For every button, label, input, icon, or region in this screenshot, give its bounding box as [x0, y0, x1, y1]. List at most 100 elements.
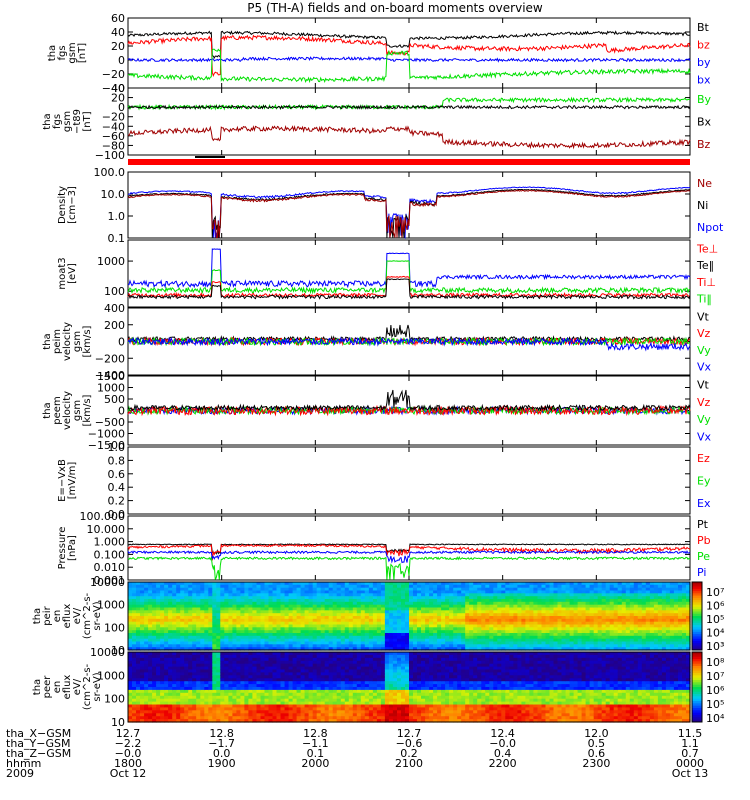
spec-cell — [569, 647, 575, 651]
spec-cell — [200, 719, 205, 723]
spec-cell — [208, 633, 213, 637]
spec-cell — [645, 635, 651, 640]
spec-cell — [224, 582, 229, 586]
spec-cell — [593, 618, 599, 623]
spec-cell — [248, 660, 253, 665]
spec-cell — [160, 654, 165, 659]
spec-cell — [577, 635, 583, 640]
spec-cell — [545, 630, 551, 634]
spec-cell — [188, 638, 193, 643]
spec-cell — [348, 624, 354, 628]
spec-cell — [372, 638, 378, 643]
spec-cell — [661, 638, 667, 643]
spec-cell — [184, 599, 189, 603]
spec-cell — [168, 607, 173, 611]
spec-cell — [176, 710, 181, 714]
spec-cell — [204, 652, 209, 656]
spec-cell — [405, 624, 410, 628]
spec-cell — [449, 616, 454, 620]
spec-cell — [132, 660, 137, 665]
spec-cell — [397, 601, 402, 606]
spec-cell — [316, 584, 322, 589]
spec-cell — [573, 613, 579, 617]
spec-cell — [296, 669, 302, 673]
spec-cell — [148, 716, 153, 720]
spec-cell — [328, 719, 334, 723]
spec-cell — [244, 621, 249, 626]
spec-cell — [497, 638, 502, 643]
spec-cell — [453, 627, 458, 631]
spec-cell — [284, 641, 290, 645]
spec-cell — [260, 604, 266, 609]
spec-cell — [204, 678, 209, 682]
spec-cell — [224, 641, 229, 645]
spec-cell — [481, 647, 486, 651]
spec-cell — [148, 652, 153, 656]
spec-cell — [140, 587, 145, 592]
spec-cell — [425, 604, 430, 609]
spec-cell — [272, 687, 278, 691]
spec-cell — [156, 590, 161, 594]
spec-cell — [457, 590, 462, 594]
spec-cell — [481, 624, 486, 628]
spec-cell — [320, 604, 326, 609]
spec-cell — [669, 584, 675, 589]
spec-cell — [192, 582, 197, 586]
spec-cell — [457, 599, 462, 603]
spec-cell — [609, 627, 615, 631]
spec-cell — [324, 695, 330, 700]
spec-cell — [521, 593, 526, 597]
spec-cell — [360, 621, 366, 626]
spec-cell — [649, 644, 655, 648]
spec-cell — [372, 647, 378, 651]
spec-cell — [272, 672, 278, 676]
spec-cell — [128, 590, 133, 594]
spec-cell — [617, 613, 623, 617]
spec-cell — [585, 593, 591, 597]
spec-cell — [401, 613, 406, 617]
spec-cell — [296, 689, 302, 694]
spec-cell — [252, 716, 257, 720]
spec-cell — [678, 599, 683, 603]
spec-cell — [324, 698, 330, 703]
spec-cell — [220, 647, 225, 651]
spec-cell — [649, 604, 655, 609]
spec-cell — [252, 704, 257, 708]
spec-cell — [437, 604, 442, 609]
spec-cell — [441, 584, 446, 589]
spec-cell — [252, 618, 257, 623]
spec-cell — [184, 692, 189, 697]
spec-cell — [232, 593, 237, 597]
spec-cell — [216, 613, 221, 617]
spec-cell — [252, 692, 257, 697]
spec-cell — [288, 687, 294, 691]
spec-cell — [136, 633, 141, 637]
spec-cell — [220, 584, 225, 589]
spec-cell — [264, 601, 270, 606]
spec-cell — [686, 647, 691, 651]
spec-cell — [429, 644, 434, 648]
spec-cell — [316, 692, 322, 697]
spec-cell — [172, 610, 177, 614]
spec-cell — [312, 666, 318, 671]
spec-cell — [156, 621, 161, 626]
spec-cell — [537, 587, 543, 592]
spec-cell — [517, 644, 522, 648]
spec-cell — [529, 638, 534, 643]
spec-cell — [336, 590, 342, 594]
spec-cell — [673, 644, 679, 648]
spec-cell — [312, 695, 318, 700]
spec-cell — [537, 601, 543, 606]
spec-cell — [276, 644, 282, 648]
spec-cell — [216, 692, 221, 697]
spec-cell — [433, 624, 438, 628]
spec-cell — [276, 672, 282, 676]
spec-cell — [216, 601, 221, 606]
spec-cell — [388, 627, 394, 631]
spec-cell — [497, 647, 502, 651]
spec-cell — [380, 638, 386, 643]
spec-cell — [617, 599, 623, 603]
spec-cell — [224, 713, 229, 717]
spec-cell — [625, 641, 631, 645]
spec-cell — [397, 633, 402, 637]
